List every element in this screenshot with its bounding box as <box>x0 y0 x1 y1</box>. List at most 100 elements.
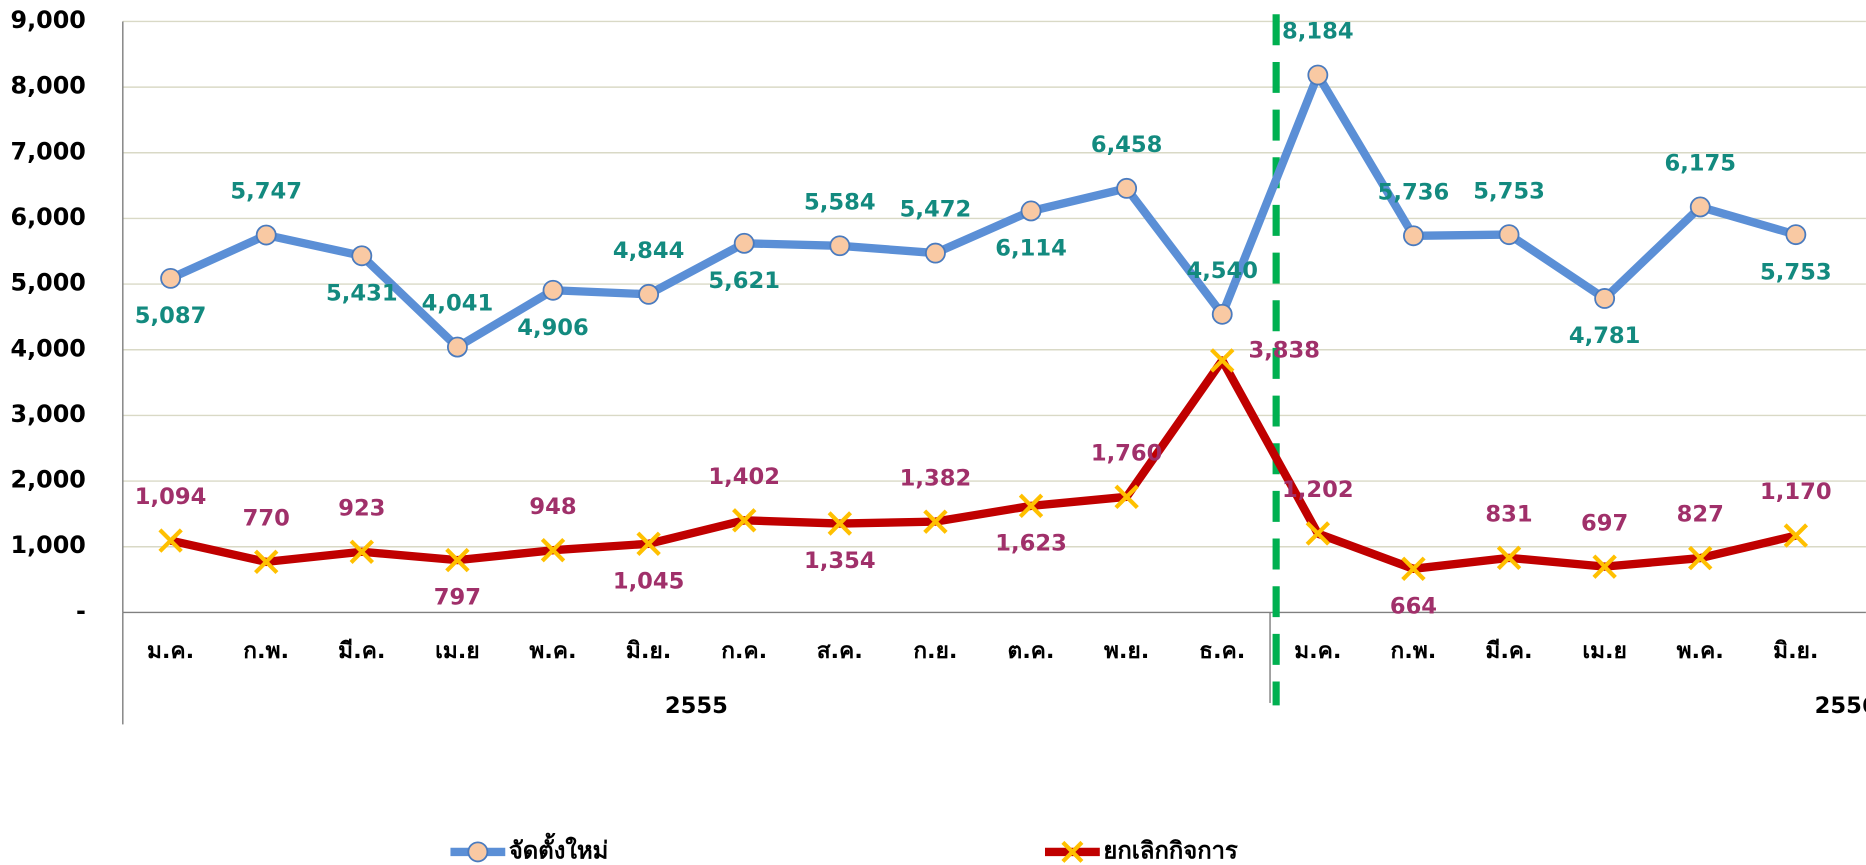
data-label: 664 <box>1390 593 1437 619</box>
y-tick-label: 8,000 <box>11 72 86 100</box>
point-marker <box>540 537 566 563</box>
x-tick-label: ม.ค. <box>147 638 194 664</box>
y-tick-label: 4,000 <box>11 334 86 362</box>
point-marker <box>923 509 948 534</box>
point-marker <box>1498 224 1520 246</box>
point-marker <box>351 245 373 267</box>
point-marker <box>638 283 660 305</box>
y-tick-label: 7,000 <box>11 137 86 165</box>
data-label: 831 <box>1485 501 1532 527</box>
x-tick-label: ก.พ. <box>1391 638 1437 664</box>
point-marker <box>445 547 470 573</box>
point-marker <box>1210 348 1235 373</box>
data-label: 4,540 <box>1186 258 1258 284</box>
point-marker <box>1116 177 1138 199</box>
data-label: 923 <box>338 495 385 521</box>
x-tick-label: มี.ค. <box>338 638 385 664</box>
point-marker <box>160 267 182 289</box>
y-tick-label: 3,000 <box>11 400 86 428</box>
x-tick-label: เม.ย <box>435 638 480 664</box>
point-marker <box>1785 224 1807 246</box>
legend-marker <box>1061 840 1084 863</box>
y-tick-label: - <box>76 597 86 625</box>
point-marker <box>1689 196 1711 218</box>
data-label: 5,753 <box>1760 259 1832 285</box>
point-marker <box>636 531 661 556</box>
data-label: 5,087 <box>135 303 207 329</box>
data-label: 1,760 <box>1091 440 1163 466</box>
point-marker <box>254 549 279 575</box>
x-tick-label: ม.ค. <box>1294 638 1341 664</box>
point-marker <box>1594 288 1616 309</box>
data-label: 797 <box>434 585 481 611</box>
point-marker <box>1114 484 1139 510</box>
series-line <box>168 70 1798 352</box>
data-label: 1,354 <box>804 548 876 574</box>
x-tick-label: ก.ค. <box>721 638 767 664</box>
point-marker <box>733 232 755 254</box>
series-line <box>169 356 1797 573</box>
x-tick-label: ต.ค. <box>1008 638 1055 664</box>
data-label: 5,431 <box>326 280 398 306</box>
point-marker <box>1496 545 1522 571</box>
point-marker <box>349 539 375 565</box>
data-label: 770 <box>243 505 290 531</box>
x-tick-label: พ.ย. <box>1104 638 1149 664</box>
group-label: 2555 <box>665 693 728 719</box>
y-tick-label: 2,000 <box>11 466 86 494</box>
x-tick-label: ก.พ. <box>243 638 289 664</box>
point-marker <box>158 528 183 553</box>
point-marker <box>1783 523 1809 548</box>
data-label: 1,094 <box>135 484 207 510</box>
point-marker <box>827 511 853 536</box>
data-label: 3,838 <box>1248 337 1320 363</box>
y-tick-label: 5,000 <box>11 269 86 297</box>
data-label: 4,906 <box>517 315 589 341</box>
point-marker <box>1592 554 1617 579</box>
x-tick-label: มี.ค. <box>1485 638 1532 664</box>
point-marker <box>446 336 468 358</box>
x-tick-label: พ.ค. <box>529 638 576 664</box>
x-tick-label: ส.ค. <box>817 638 863 664</box>
data-label: 8,184 <box>1282 19 1354 45</box>
point-marker <box>542 279 564 301</box>
data-label: 5,584 <box>804 189 876 215</box>
x-tick-label: มิ.ย. <box>626 638 671 664</box>
point-marker <box>1307 64 1329 86</box>
point-marker <box>1305 521 1331 546</box>
point-marker <box>925 242 946 264</box>
point-marker <box>1020 200 1042 222</box>
data-label: 6,175 <box>1664 151 1736 177</box>
x-tick-label: เม.ย <box>1582 638 1627 664</box>
point-marker <box>1401 556 1426 582</box>
data-label: 1,623 <box>995 530 1067 556</box>
point-marker <box>1018 493 1044 519</box>
data-label: 1,045 <box>613 568 685 594</box>
legend-label: ยกเลิกกิจการ <box>1103 836 1238 864</box>
y-tick-label: 1,000 <box>11 531 86 559</box>
data-label: 4,041 <box>422 291 494 317</box>
legend-label: จัดตั้งใหม่ <box>509 832 609 864</box>
point-marker <box>829 235 851 257</box>
data-label: 1,202 <box>1282 477 1354 503</box>
y-tick-label: 6,000 <box>11 203 86 231</box>
group-label: 2556 <box>1815 693 1866 719</box>
data-label: 827 <box>1677 502 1724 528</box>
point-marker <box>732 508 757 533</box>
data-label: 1,402 <box>708 464 780 490</box>
x-tick-label: ธ.ค. <box>1199 638 1245 664</box>
data-label: 5,621 <box>708 268 780 294</box>
data-label: 5,736 <box>1378 179 1450 205</box>
x-tick-label: พ.ค. <box>1677 638 1724 664</box>
data-label: 1,382 <box>900 465 972 491</box>
point-marker <box>255 224 277 246</box>
point-marker <box>1688 545 1713 571</box>
point-marker <box>1211 303 1233 325</box>
data-label: 6,458 <box>1091 132 1163 158</box>
data-label: 5,472 <box>900 197 972 223</box>
data-label: 5,747 <box>230 179 302 205</box>
data-label: 6,114 <box>995 236 1067 262</box>
data-label: 4,844 <box>613 238 685 264</box>
data-label: 697 <box>1581 510 1628 536</box>
legend-marker <box>467 841 489 863</box>
